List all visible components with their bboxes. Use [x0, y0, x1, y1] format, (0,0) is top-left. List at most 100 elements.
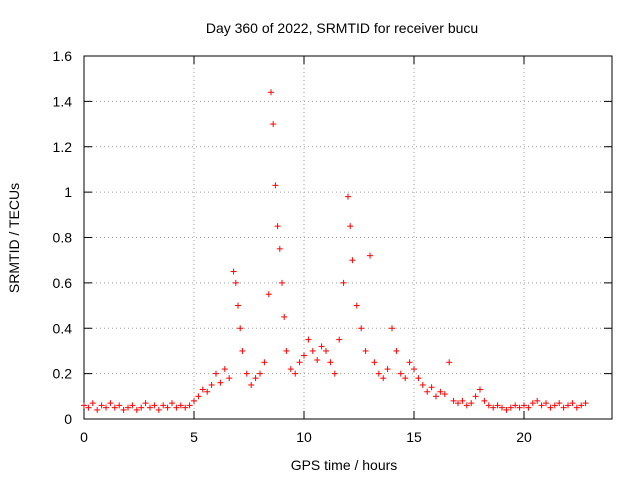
data-point: [512, 402, 519, 409]
data-point: [463, 402, 470, 409]
data-point: [85, 404, 92, 411]
data-point: [230, 268, 237, 275]
data-point: [199, 386, 206, 393]
data-point: [129, 402, 136, 409]
data-point: [261, 359, 268, 366]
data-point: [235, 302, 241, 309]
x-axis-label: GPS time / hours: [291, 457, 398, 473]
data-point: [314, 357, 321, 364]
data-point: [499, 404, 505, 411]
data-point: [309, 347, 316, 354]
data-points: [81, 89, 589, 413]
data-point: [450, 397, 457, 404]
chart-title: Day 360 of 2022, SRMTID for receiver buc…: [206, 20, 478, 36]
data-point: [270, 121, 277, 128]
data-point: [283, 347, 290, 354]
data-point: [455, 400, 461, 407]
data-point: [226, 375, 233, 382]
data-point: [573, 404, 580, 411]
data-point: [521, 402, 527, 409]
data-point: [547, 404, 554, 411]
data-point: [191, 397, 197, 404]
data-point: [221, 366, 228, 373]
data-point: [173, 404, 180, 411]
data-point: [331, 370, 338, 377]
data-point: [204, 388, 211, 395]
data-point: [281, 313, 288, 320]
y-tick-label: 0.6: [53, 275, 73, 291]
data-point: [349, 257, 356, 264]
data-point: [276, 245, 283, 252]
x-tick-label: 15: [406, 429, 422, 445]
data-point: [419, 381, 426, 388]
data-point: [252, 375, 259, 382]
data-point: [415, 375, 422, 382]
data-point: [160, 402, 167, 409]
data-point: [380, 375, 387, 382]
data-point: [507, 404, 514, 411]
data-point: [301, 352, 307, 359]
y-tick-label: 1.4: [53, 93, 73, 109]
data-point: [551, 402, 558, 409]
data-point: [239, 347, 246, 354]
data-point: [516, 404, 523, 411]
data-point: [358, 325, 365, 332]
data-point: [534, 397, 541, 404]
data-point: [477, 386, 483, 393]
data-point: [340, 279, 347, 286]
data-point: [494, 402, 501, 409]
data-point: [428, 384, 435, 391]
data-point: [120, 406, 127, 413]
x-tick-label: 0: [80, 429, 88, 445]
y-tick-label: 1: [64, 184, 72, 200]
data-point: [169, 400, 175, 407]
data-point: [186, 402, 193, 409]
data-point: [272, 182, 279, 189]
data-point: [336, 336, 343, 343]
data-point: [318, 343, 325, 350]
data-point: [274, 223, 281, 230]
data-point: [164, 404, 171, 411]
data-point: [248, 381, 255, 388]
data-point: [503, 406, 510, 413]
data-point: [389, 325, 395, 332]
data-point: [151, 402, 158, 409]
data-point: [437, 388, 444, 395]
data-point: [433, 393, 439, 400]
data-point: [446, 359, 453, 366]
data-point: [538, 402, 545, 409]
data-point: [265, 291, 272, 298]
data-point: [468, 400, 475, 407]
data-point: [182, 404, 189, 411]
data-point: [459, 397, 466, 404]
data-point: [367, 252, 373, 259]
y-tick-label: 1.6: [53, 48, 73, 64]
data-point: [89, 400, 96, 407]
data-point: [305, 336, 312, 343]
data-point: [243, 370, 250, 377]
data-point: [237, 325, 244, 332]
data-point: [125, 404, 131, 411]
data-point: [116, 402, 123, 409]
data-point: [142, 400, 149, 407]
y-axis-label: SRMTID / TECUs: [6, 183, 22, 293]
y-tick-label: 1.2: [53, 139, 73, 155]
data-point: [257, 370, 263, 377]
data-point: [543, 400, 549, 407]
data-point: [208, 381, 215, 388]
data-point: [292, 370, 299, 377]
data-point: [362, 347, 369, 354]
data-point: [375, 370, 382, 377]
data-point: [268, 89, 274, 96]
data-point: [582, 400, 589, 407]
y-tick-label: 0.8: [53, 230, 73, 246]
data-point: [147, 404, 153, 411]
data-point: [323, 347, 329, 354]
data-point: [232, 279, 239, 286]
data-point: [287, 366, 294, 373]
data-point: [177, 402, 184, 409]
data-point: [107, 400, 114, 407]
data-point: [195, 393, 202, 400]
data-point: [213, 370, 219, 377]
y-axis-ticks: 0 0.2 0.4 0.6 0.8 1 1.2 1.4 1.6: [53, 48, 612, 427]
